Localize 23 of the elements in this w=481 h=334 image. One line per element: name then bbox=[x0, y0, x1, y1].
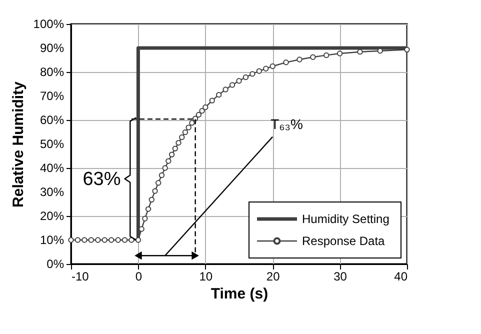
y-tick-label: 60% bbox=[40, 113, 64, 127]
x-tick-label: -10 bbox=[72, 270, 90, 284]
x-tick-label: 40 bbox=[394, 270, 408, 284]
x-axis-title: Time (s) bbox=[210, 286, 268, 302]
y-axis-title: Relative Humidity bbox=[10, 80, 27, 208]
legend-label: Response Data bbox=[302, 234, 386, 248]
y-tick-label: 40% bbox=[40, 161, 64, 175]
y-tick-label: 50% bbox=[40, 137, 64, 151]
legend-label: Humidity Setting bbox=[302, 212, 390, 226]
x-tick-label: 0 bbox=[135, 270, 142, 284]
x-tick-label: 10 bbox=[199, 270, 213, 284]
y-tick-label: 20% bbox=[40, 209, 64, 223]
annotation: 63% bbox=[82, 168, 121, 190]
x-tick-label: 30 bbox=[334, 270, 348, 284]
y-tick-label: 100% bbox=[33, 17, 64, 31]
y-tick-label: 0% bbox=[46, 257, 64, 271]
y-tick-label: 30% bbox=[40, 185, 64, 199]
y-tick-label: 90% bbox=[40, 41, 64, 55]
annotation: T₆₃% bbox=[270, 116, 303, 132]
y-tick-label: 10% bbox=[40, 233, 64, 247]
y-tick-label: 70% bbox=[40, 89, 64, 103]
y-tick-label: 80% bbox=[40, 65, 64, 79]
x-tick-label: 20 bbox=[266, 270, 280, 284]
